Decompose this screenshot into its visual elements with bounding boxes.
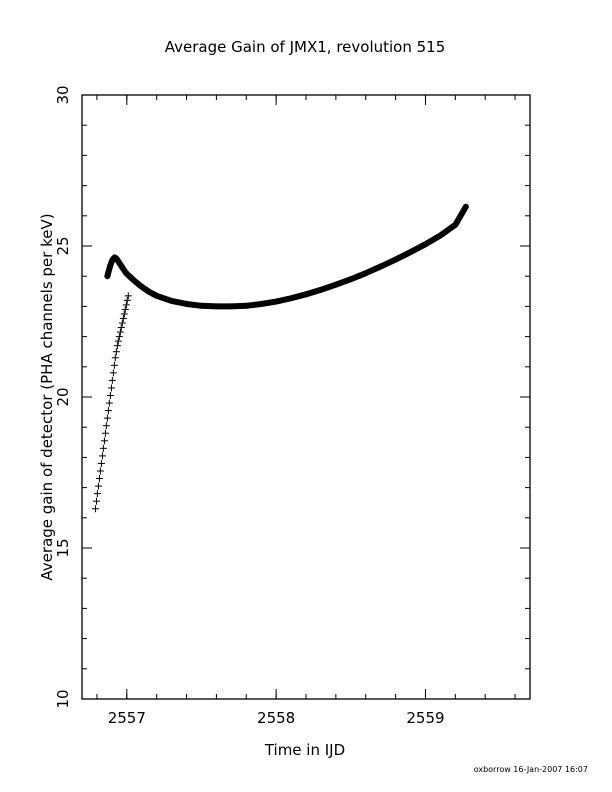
data-point: [113, 342, 121, 350]
data-point: [91, 505, 99, 513]
data-point: [119, 314, 127, 322]
data-point: [99, 444, 107, 452]
data-point: [111, 354, 119, 362]
data-point: [104, 407, 112, 415]
y-axis-label: Average gain of detector (PHA channels p…: [38, 213, 56, 580]
data-marks: [91, 203, 469, 513]
data-point: [98, 452, 106, 460]
data-point: [103, 414, 111, 422]
timestamp-stamp: oxborrow 16-Jan-2007 16:07: [474, 765, 588, 774]
data-point: [110, 361, 118, 369]
data-point: [124, 292, 132, 300]
x-axis-label: Time in IJD: [264, 741, 345, 759]
data-point: [96, 467, 104, 475]
axes: 2557 2558 2559 10 15 20 25 30: [54, 85, 530, 727]
data-point: [118, 319, 126, 327]
data-point: [112, 348, 120, 356]
data-point: [116, 328, 124, 336]
data-point: [100, 437, 108, 445]
data-point: [109, 369, 117, 377]
chart-title: Average Gain of JMX1, revolution 515: [165, 38, 446, 56]
y-tick-label: 20: [54, 387, 72, 406]
data-point: [122, 301, 130, 309]
x-tick-label: 2557: [108, 709, 146, 727]
data-point: [95, 475, 103, 483]
data-point: [123, 296, 131, 304]
x-tick-label: 2558: [257, 709, 295, 727]
data-point: [102, 422, 110, 430]
data-point: [121, 305, 129, 313]
data-point: [117, 324, 125, 332]
data-point: [106, 391, 114, 399]
data-point: [114, 337, 122, 345]
y-tick-label: 15: [54, 538, 72, 557]
data-point: [92, 497, 100, 505]
data-point: [120, 310, 128, 318]
plot-frame: [81, 94, 531, 700]
data-point: [105, 399, 113, 407]
y-tick-label: 30: [54, 85, 72, 104]
data-point: [94, 482, 102, 490]
y-tick-label: 10: [54, 689, 72, 708]
data-point: [108, 376, 116, 384]
dense-series-line: [104, 203, 469, 310]
data-point: [107, 384, 115, 392]
x-tick-label: 2559: [406, 709, 444, 727]
y-tick-label: 25: [54, 236, 72, 255]
data-point: [101, 429, 109, 437]
data-point: [115, 333, 123, 341]
data-point: [93, 490, 101, 498]
data-point: [97, 459, 105, 467]
